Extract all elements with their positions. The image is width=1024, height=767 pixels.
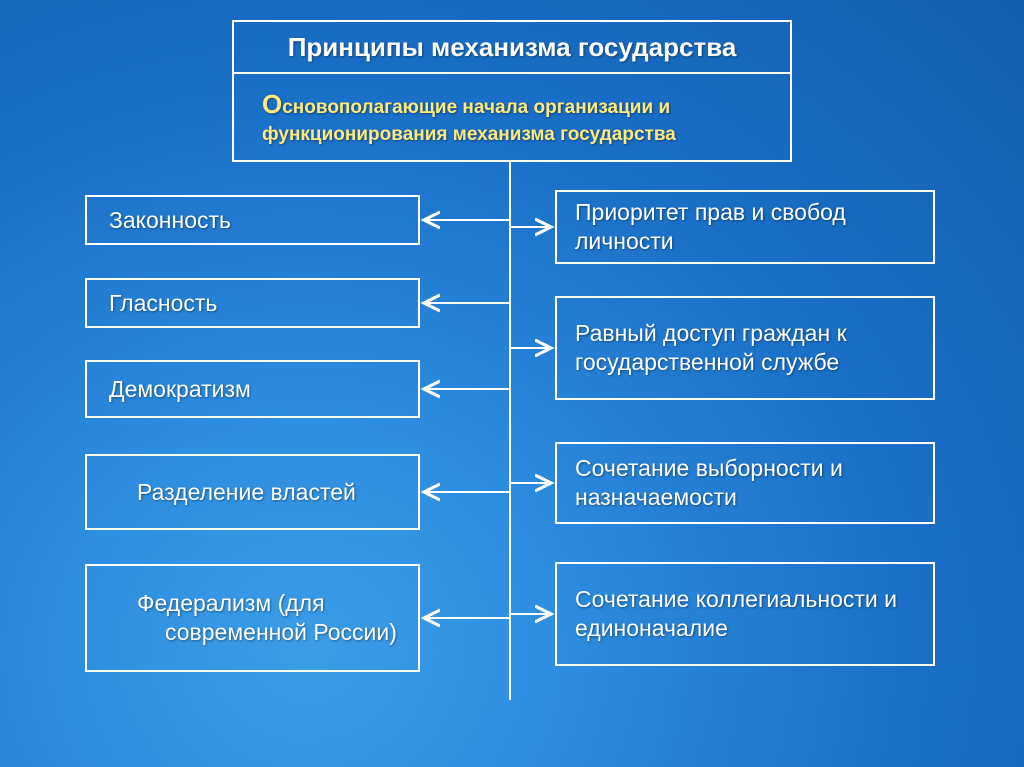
title-text: Принципы механизма государства bbox=[288, 32, 737, 63]
right-item-1: Равный доступ граждан к государственной … bbox=[555, 296, 935, 400]
left-item-1: Гласность bbox=[85, 278, 420, 328]
right-item-0: Приоритет прав и свобод личности bbox=[555, 190, 935, 264]
subtitle-rest: сновополагающие начала организации и фун… bbox=[262, 97, 676, 145]
right-item-3: Сочетание коллегиальности и единоначалие bbox=[555, 562, 935, 666]
right-item-2: Сочетание выборности и назначаемости bbox=[555, 442, 935, 524]
subtitle-text: Основополагающие начала организации и фу… bbox=[262, 87, 762, 148]
left-item-3: Разделение властей bbox=[85, 454, 420, 530]
subtitle-first-char: О bbox=[262, 89, 282, 119]
title-box: Принципы механизма государства bbox=[232, 20, 792, 74]
left-item-4: Федерализм (для современной России) bbox=[85, 564, 420, 672]
left-item-0: Законность bbox=[85, 195, 420, 245]
subtitle-box: Основополагающие начала организации и фу… bbox=[232, 74, 792, 162]
left-item-2: Демократизм bbox=[85, 360, 420, 418]
